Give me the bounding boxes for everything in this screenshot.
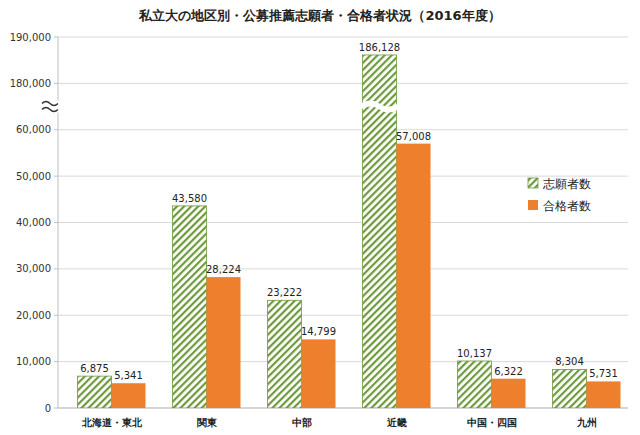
category-label: 関東: [197, 417, 218, 428]
tick-label: 50,000: [16, 171, 51, 182]
data-label: 57,008: [396, 131, 431, 142]
axis-break: [42, 101, 64, 113]
data-label: 6,322: [494, 366, 523, 377]
bar: [492, 379, 526, 408]
bar: [207, 277, 241, 408]
data-label: 10,137: [457, 348, 492, 359]
bar: [587, 381, 621, 408]
tick-label: 0: [45, 403, 51, 414]
grid-line: [58, 129, 628, 130]
category-label: 中部: [292, 417, 312, 428]
grid-line: [58, 361, 628, 362]
chart: 私立大の地区別・公募推薦志願者・合格者状況（2016年度） 0 10,000 20,0…: [0, 0, 640, 435]
data-label: 8,304: [555, 356, 584, 367]
bar: [302, 339, 336, 408]
tick-label: 30,000: [16, 263, 51, 274]
grid-line: [58, 222, 628, 223]
tick-label: 20,000: [16, 310, 51, 321]
tick-mark: [54, 83, 58, 84]
data-label: 186,128: [359, 42, 400, 53]
data-labels: 6,875 43,580 23,222 186,128 10,137 8,304 5,341…: [80, 42, 618, 381]
bar: [458, 361, 492, 408]
legend-label: 合格者数: [543, 199, 591, 213]
data-label: 5,341: [114, 370, 143, 381]
bar: [553, 369, 587, 408]
data-label: 5,731: [589, 368, 618, 379]
tick-mark: [54, 129, 58, 130]
category-label: 中国・四国: [467, 417, 517, 428]
tick-label: 10,000: [16, 356, 51, 367]
bar: [173, 206, 207, 408]
tick-label: 190,000: [10, 32, 51, 43]
data-label: 28,224: [206, 264, 241, 275]
tick-label: 40,000: [16, 217, 51, 228]
bar: [397, 144, 431, 408]
grid-line: [58, 315, 628, 316]
category-label: 近畿: [386, 417, 407, 428]
grid: [54, 37, 628, 408]
tick-mark: [54, 408, 58, 409]
legend-label: 志願者数: [543, 177, 591, 191]
bar: [112, 383, 146, 408]
data-label: 6,875: [80, 363, 109, 374]
tick-mark: [54, 268, 58, 269]
bars: [78, 55, 621, 408]
axis-break: [42, 108, 58, 112]
y-axis: [58, 37, 59, 408]
bar: [78, 376, 112, 408]
data-label: 43,580: [172, 193, 207, 204]
category-label: 北海道・東北: [81, 417, 143, 428]
bar: [268, 300, 302, 408]
tick-label: 180,000: [10, 78, 51, 89]
tick-mark: [54, 361, 58, 362]
legend: 志願者数合格者数: [528, 177, 591, 213]
title: 私立大の地区別・公募推薦志願者・合格者状況（2016年度）: [138, 8, 500, 23]
grid-line: [58, 37, 628, 38]
category-label: 九州: [576, 417, 597, 428]
tick-label: 60,000: [16, 124, 51, 135]
legend-swatch: [528, 178, 538, 188]
grid-line: [58, 83, 628, 84]
axis-break: [361, 101, 399, 113]
data-label: 23,222: [267, 287, 302, 298]
tick-mark: [54, 37, 58, 38]
tick-mark: [54, 176, 58, 177]
tick-mark: [54, 222, 58, 223]
tick-mark: [54, 315, 58, 316]
grid-line: [58, 268, 628, 269]
legend-swatch: [528, 200, 538, 210]
data-label: 14,799: [301, 326, 336, 337]
axis-break: [42, 102, 58, 106]
